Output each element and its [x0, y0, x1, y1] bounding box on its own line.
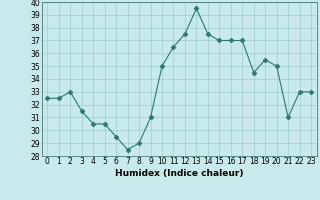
X-axis label: Humidex (Indice chaleur): Humidex (Indice chaleur): [115, 169, 244, 178]
